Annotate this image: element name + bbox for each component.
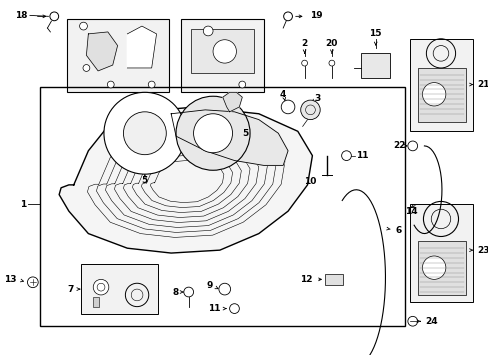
Text: 1: 1	[20, 200, 26, 209]
Text: 7: 7	[67, 285, 74, 294]
Circle shape	[219, 283, 230, 295]
Bar	[81, 264, 158, 314]
Circle shape	[123, 112, 166, 155]
Circle shape	[80, 22, 87, 30]
Text: 10: 10	[304, 177, 316, 186]
Bar	[67, 19, 169, 92]
Text: 20: 20	[325, 39, 337, 48]
Bar	[409, 39, 472, 131]
Bar	[417, 68, 466, 122]
Text: 11: 11	[356, 151, 368, 160]
Polygon shape	[86, 32, 117, 71]
Text: 11: 11	[208, 304, 221, 313]
Text: 14: 14	[404, 207, 417, 216]
Polygon shape	[59, 107, 312, 253]
Bar	[409, 204, 472, 302]
Circle shape	[213, 40, 236, 63]
Bar	[417, 241, 466, 295]
Circle shape	[148, 81, 155, 88]
Bar	[40, 87, 404, 326]
Text: 23: 23	[476, 246, 488, 255]
Text: 3: 3	[314, 94, 320, 103]
Circle shape	[281, 100, 294, 114]
Polygon shape	[223, 92, 242, 112]
Text: 2: 2	[301, 39, 307, 48]
Circle shape	[176, 96, 249, 170]
Text: 24: 24	[425, 317, 437, 326]
Text: 19: 19	[310, 11, 323, 20]
Text: 9: 9	[206, 281, 213, 290]
Text: 21: 21	[476, 80, 488, 89]
Polygon shape	[171, 110, 287, 165]
Circle shape	[301, 60, 307, 66]
Circle shape	[300, 100, 320, 120]
Text: 18: 18	[16, 11, 28, 20]
Circle shape	[422, 82, 445, 106]
Bar	[325, 274, 342, 285]
Circle shape	[93, 279, 109, 295]
Circle shape	[27, 277, 38, 288]
Text: 8: 8	[172, 288, 179, 297]
Text: 13: 13	[4, 275, 16, 284]
Polygon shape	[127, 26, 156, 68]
Circle shape	[328, 60, 334, 66]
Text: 15: 15	[369, 30, 381, 39]
Bar	[190, 29, 253, 73]
Text: 4: 4	[280, 90, 286, 99]
Text: 5: 5	[142, 176, 148, 185]
Circle shape	[83, 64, 90, 71]
Bar	[360, 53, 389, 78]
Circle shape	[107, 81, 114, 88]
Bar	[93, 297, 99, 307]
Text: 12: 12	[299, 275, 312, 284]
Circle shape	[203, 26, 213, 36]
Circle shape	[104, 92, 185, 174]
Text: 6: 6	[394, 226, 401, 235]
Bar	[181, 19, 263, 92]
Circle shape	[238, 81, 245, 88]
Text: 22: 22	[393, 141, 405, 150]
Circle shape	[422, 256, 445, 279]
Text: 5: 5	[242, 129, 248, 138]
Circle shape	[193, 114, 232, 153]
